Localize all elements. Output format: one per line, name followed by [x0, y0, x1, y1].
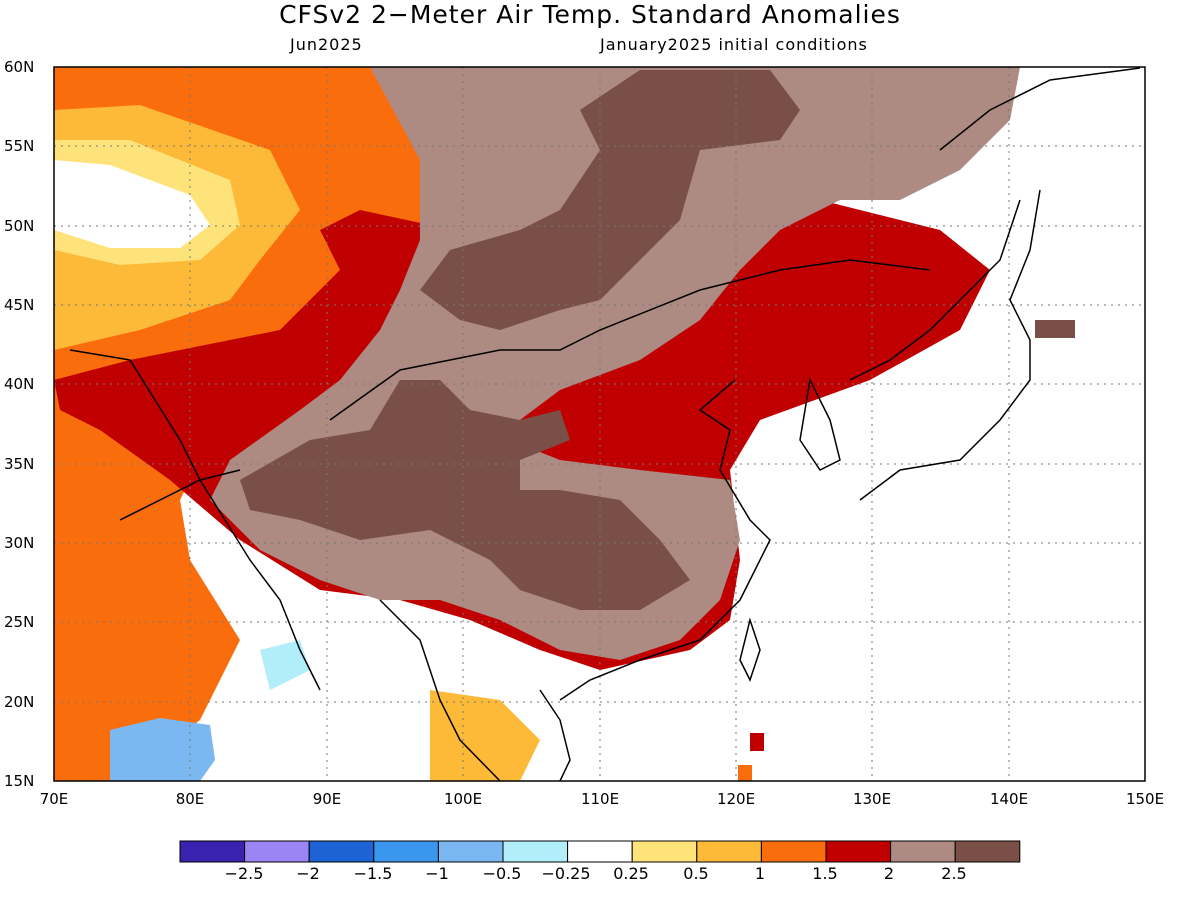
lat-label: 30N	[4, 534, 35, 552]
coastlines	[69, 67, 1141, 781]
lat-label: 40N	[4, 375, 35, 393]
colorbar-swatch	[890, 840, 956, 863]
anomaly-region-west-white	[54, 160, 210, 248]
colorbar-swatch	[373, 840, 439, 863]
anomaly-cell-hokkaido	[1035, 320, 1075, 338]
colorbar-swatch	[244, 840, 310, 863]
colorbar-swatch	[437, 840, 504, 863]
lon-label: 110E	[580, 790, 620, 808]
valid-month: Jun2025	[290, 35, 363, 54]
colorbar-label: 0.25	[613, 864, 649, 883]
lat-label: 45N	[4, 296, 35, 314]
anomaly-region-darkbrown-north	[420, 70, 800, 330]
lon-label: 130E	[852, 790, 892, 808]
lon-label: 120E	[716, 790, 756, 808]
lon-label: 140E	[989, 790, 1029, 808]
anomaly-cell-taiwan-south	[738, 765, 752, 781]
colorbar-swatch	[954, 840, 1021, 863]
colorbar-swatch	[696, 840, 762, 863]
colorbar-label: 1	[754, 864, 766, 883]
lon-label: 80E	[175, 790, 205, 808]
lat-label: 60N	[4, 58, 35, 76]
lat-label: 50N	[4, 217, 35, 235]
lat-label: 55N	[4, 137, 35, 155]
colorbar-swatch	[502, 840, 569, 863]
map-frame	[53, 66, 1146, 782]
colorbar-swatch	[631, 840, 698, 863]
lon-label: 70E	[39, 790, 69, 808]
graticule	[54, 67, 1145, 781]
map-title: CFSv2 2−Meter Air Temp. Standard Anomali…	[279, 0, 901, 29]
colorbar-label: −0.25	[541, 864, 591, 883]
anomaly-region-cyan-south	[260, 640, 310, 690]
colorbar-label: −0.5	[482, 864, 522, 883]
lat-label: 35N	[4, 455, 35, 473]
lat-label: 15N	[4, 772, 35, 790]
colorbar-label: 0.5	[683, 864, 709, 883]
anomaly-region-yellow-indochina	[430, 690, 540, 781]
colorbar-label: −1	[425, 864, 449, 883]
colorbar-swatch	[179, 840, 246, 863]
colorbar	[179, 840, 1021, 863]
colorbar-swatch	[308, 840, 375, 863]
colorbar-label: −2	[296, 864, 320, 883]
colorbar-swatch	[760, 840, 827, 863]
colorbar-label: −2.5	[224, 864, 264, 883]
colorbar-label: 2	[883, 864, 895, 883]
colorbar-label: 1.5	[812, 864, 838, 883]
colorbar-swatch	[567, 840, 633, 863]
anomaly-region-light-blue-south	[110, 718, 215, 781]
initial-conditions: January2025 initial conditions	[600, 35, 868, 54]
lon-label: 90E	[312, 790, 342, 808]
colorbar-swatch	[825, 840, 892, 863]
colorbar-label: −1.5	[353, 864, 393, 883]
lat-label: 25N	[4, 613, 35, 631]
lon-label: 150E	[1125, 790, 1165, 808]
colorbar-label: 2.5	[941, 864, 967, 883]
anomaly-cell-taiwan	[750, 733, 764, 751]
lat-label: 20N	[4, 693, 35, 711]
anomaly-field	[54, 67, 1145, 781]
lon-label: 100E	[443, 790, 483, 808]
anomaly-region-darkbrown-tibet	[240, 380, 690, 610]
